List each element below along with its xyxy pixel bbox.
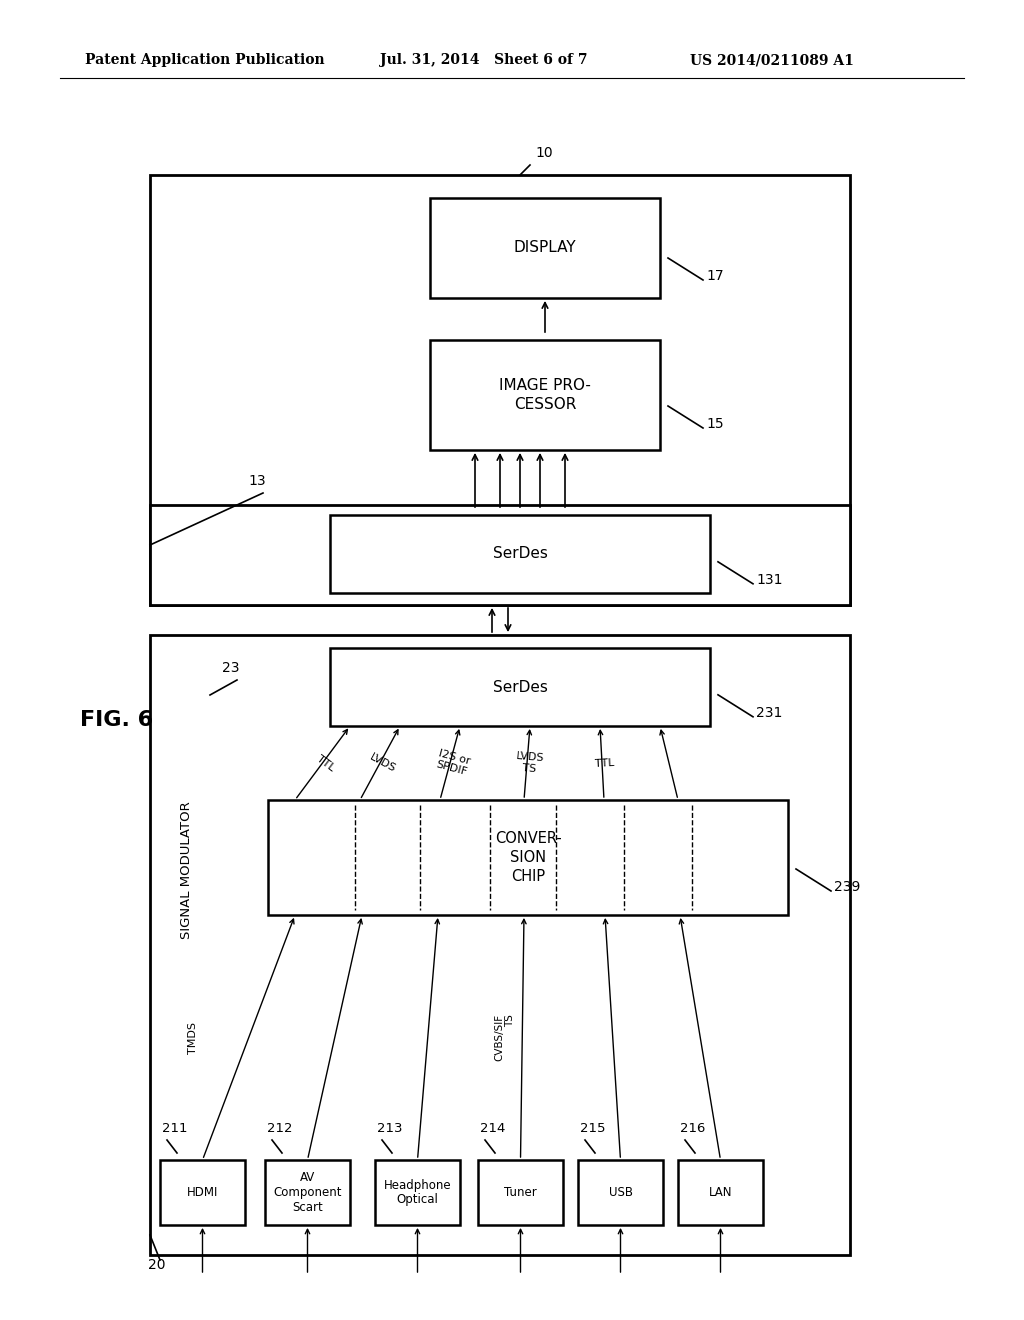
Text: LVDS
TS: LVDS TS [515,751,545,775]
Text: 211: 211 [162,1122,187,1135]
Bar [430,198,660,298]
Text: 215: 215 [580,1122,605,1135]
Text: 131: 131 [756,573,782,587]
Text: CVBS/SIF
TS: CVBS/SIF TS [495,1014,515,1061]
Text: I2S or
SPDIF: I2S or SPDIF [434,748,471,777]
Text: 23: 23 [222,661,240,675]
Text: 213: 213 [377,1122,402,1135]
Text: 13: 13 [248,474,265,488]
Bar [265,1160,350,1225]
Bar [330,515,710,593]
Text: 10: 10 [535,147,553,160]
Text: TTL: TTL [314,754,336,772]
Text: USB: USB [608,1185,633,1199]
Bar [268,800,788,915]
Bar [150,506,850,605]
Text: 212: 212 [267,1122,293,1135]
Bar [430,341,660,450]
Text: Jul. 31, 2014   Sheet 6 of 7: Jul. 31, 2014 Sheet 6 of 7 [380,53,588,67]
Text: 214: 214 [480,1122,506,1135]
Text: 15: 15 [706,417,724,432]
Bar [160,1160,245,1225]
Text: 231: 231 [756,706,782,719]
Text: SerDes: SerDes [493,680,548,694]
Text: FIG. 6: FIG. 6 [80,710,154,730]
Text: US 2014/0211089 A1: US 2014/0211089 A1 [690,53,854,67]
Text: 216: 216 [680,1122,706,1135]
Text: HDMI: HDMI [186,1185,218,1199]
Text: DISPLAY: DISPLAY [514,240,577,256]
Text: IMAGE PRO-
CESSOR: IMAGE PRO- CESSOR [499,378,591,412]
Text: 17: 17 [706,269,724,282]
Text: Headphone
Optical: Headphone Optical [384,1179,452,1206]
Text: LVDS: LVDS [369,752,397,774]
Bar [478,1160,563,1225]
Bar [578,1160,663,1225]
Bar [150,176,850,605]
Text: 20: 20 [148,1258,166,1272]
Bar [150,635,850,1255]
Text: Tuner: Tuner [504,1185,537,1199]
Text: TMDS: TMDS [187,1022,198,1053]
Text: SIGNAL MODULATOR: SIGNAL MODULATOR [179,801,193,939]
Text: LAN: LAN [709,1185,732,1199]
Text: Patent Application Publication: Patent Application Publication [85,53,325,67]
Text: 239: 239 [834,880,860,894]
Bar [330,648,710,726]
Text: CONVER-
SION
CHIP: CONVER- SION CHIP [495,832,561,883]
Text: SerDes: SerDes [493,546,548,561]
Bar [678,1160,763,1225]
Bar [375,1160,460,1225]
Text: AV
Component
Scart: AV Component Scart [273,1171,342,1214]
Text: TTL: TTL [595,758,615,768]
